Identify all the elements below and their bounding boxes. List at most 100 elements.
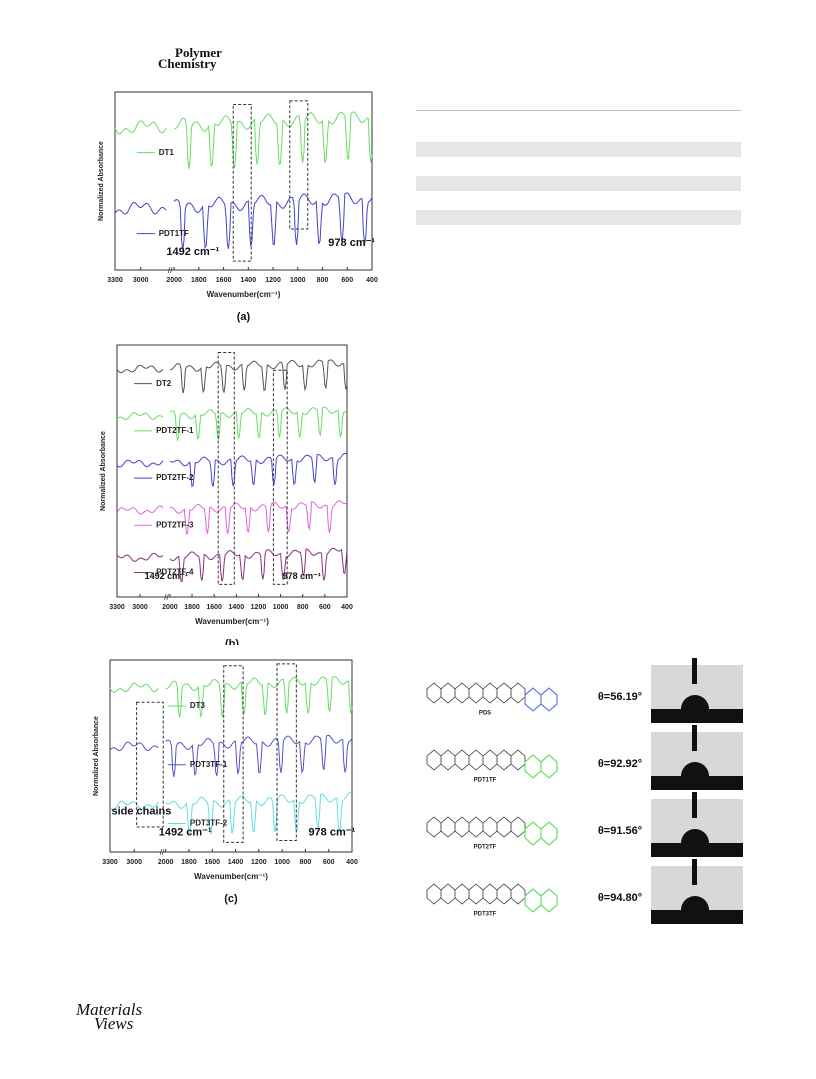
polymer-label: PDT3TF	[474, 912, 497, 918]
logo: Views	[94, 1014, 134, 1033]
highlight-box	[289, 100, 309, 230]
needle	[692, 859, 697, 885]
droplet	[681, 762, 709, 776]
y-axis-label: Normalized Absorbance	[93, 716, 100, 796]
legend-label: DT2	[156, 379, 172, 388]
x-tick-label: 1800	[191, 277, 207, 284]
x-tick-label: 1000	[290, 277, 306, 284]
x-tick-label: 1200	[251, 859, 267, 866]
structure-group	[524, 888, 558, 913]
logo: Materials	[76, 1000, 143, 1019]
figure-caption: (c)	[224, 893, 238, 905]
x-tick-label: 600	[323, 859, 335, 866]
spectrum-line	[116, 406, 348, 441]
figure-caption: (a)	[237, 311, 251, 323]
x-tick-label: 1000	[273, 604, 289, 611]
annotation: 978 cm⁻¹	[328, 237, 375, 249]
x-tick-label: 400	[341, 604, 353, 611]
structure-group	[524, 821, 558, 846]
figure-caption: (b)	[225, 638, 239, 645]
spectrum-line	[114, 111, 373, 169]
axis-break: //	[168, 266, 173, 275]
x-tick-label: 400	[366, 277, 378, 284]
x-tick-label: 400	[346, 859, 358, 866]
contact-angle: θ=92.92°	[598, 758, 642, 770]
x-tick-label: 600	[341, 277, 353, 284]
spectrum-line	[109, 792, 353, 835]
needle	[692, 658, 697, 684]
substrate	[651, 709, 743, 723]
spectrum-line	[109, 676, 353, 718]
annotation: side chains	[111, 806, 171, 818]
x-axis-label: Wavenumber(cm⁻¹)	[195, 617, 269, 626]
legend-label: DT3	[190, 701, 206, 710]
highlight-box	[276, 663, 297, 841]
structure-sketch	[426, 749, 526, 771]
axis-break: //	[160, 848, 165, 857]
droplet	[681, 896, 709, 910]
legend-label: PDT2TF-1	[156, 426, 194, 435]
polymer-label: PDT1TF	[474, 778, 497, 784]
x-tick-label: 3300	[107, 277, 123, 284]
annotation: 978 cm⁻¹	[308, 827, 355, 839]
x-tick-label: 1800	[181, 859, 197, 866]
highlight-box	[232, 103, 252, 262]
contact-angle: θ=91.56°	[598, 825, 642, 837]
x-tick-label: 1000	[274, 859, 290, 866]
substrate	[651, 776, 743, 790]
structure-sketch	[426, 816, 526, 838]
y-axis-label: Normalized Absorbance	[100, 431, 107, 511]
structure-group	[524, 754, 558, 779]
plot-frame	[114, 91, 373, 271]
ftir-figure: DT1 PDT1TF 1492 cm⁻¹ 978 cm⁻¹ 3300 3000 2000 18…	[98, 91, 378, 323]
x-axis-label: Wavenumber(cm⁻¹)	[207, 290, 281, 299]
spectrum-line	[116, 500, 348, 535]
x-tick-label: 1600	[216, 277, 232, 284]
x-tick-label: 800	[297, 604, 309, 611]
x-tick-label: 1400	[229, 604, 245, 611]
x-tick-label: 1800	[184, 604, 200, 611]
structure-sketch	[426, 883, 526, 905]
droplet	[681, 829, 709, 843]
x-tick-label: 800	[317, 277, 329, 284]
substrate	[651, 843, 743, 857]
x-tick-label: 3000	[133, 277, 149, 284]
annotation: 1492 cm⁻¹	[159, 827, 212, 839]
highlight-box	[217, 352, 235, 585]
needle	[692, 725, 697, 751]
structure-sketch	[426, 682, 526, 704]
table-row	[416, 176, 741, 191]
x-tick-label: 600	[319, 604, 331, 611]
legend-label: PDT2TF-4	[156, 568, 194, 577]
table-rule	[416, 110, 741, 111]
spectrum-line	[114, 192, 373, 251]
axis-break: //	[164, 593, 169, 602]
x-tick-label: 1200	[251, 604, 267, 611]
needle	[692, 792, 697, 818]
ftir-figure: DT3 PDT3TF-1 PDT3TF-2 side chains 1492 cm⁻¹ 9…	[93, 659, 358, 905]
contact-angle: θ=56.19°	[598, 691, 642, 703]
x-tick-label: 2000	[162, 604, 178, 611]
x-tick-label: 2000	[158, 859, 174, 866]
spectrum-line	[109, 734, 353, 778]
x-tick-label: 1200	[265, 277, 281, 284]
highlight-box	[272, 369, 288, 585]
x-tick-label: 3000	[132, 604, 148, 611]
x-tick-label: 3300	[109, 604, 125, 611]
journal-name: Polymer	[175, 45, 222, 60]
highlight-box	[136, 701, 164, 828]
spectrum-line	[116, 359, 348, 394]
contact-angle: θ=94.80°	[598, 892, 642, 904]
legend-label: PDT3TF-1	[190, 760, 228, 769]
legend-label: PDT3TF-2	[190, 819, 228, 828]
x-tick-label: 3000	[126, 859, 142, 866]
legend-label: DT1	[159, 148, 175, 157]
plot-frame	[109, 659, 353, 853]
substrate	[651, 910, 743, 924]
y-axis-label: Normalized Absorbance	[98, 141, 105, 221]
x-tick-label: 1600	[204, 859, 220, 866]
contact-angle-figure: PDS θ=56.19° PDT1TF θ=92.92° PDT2TF θ=91.56° P…	[426, 658, 743, 924]
x-tick-label: 3300	[102, 859, 118, 866]
annotation: 1492 cm⁻¹	[145, 571, 188, 581]
